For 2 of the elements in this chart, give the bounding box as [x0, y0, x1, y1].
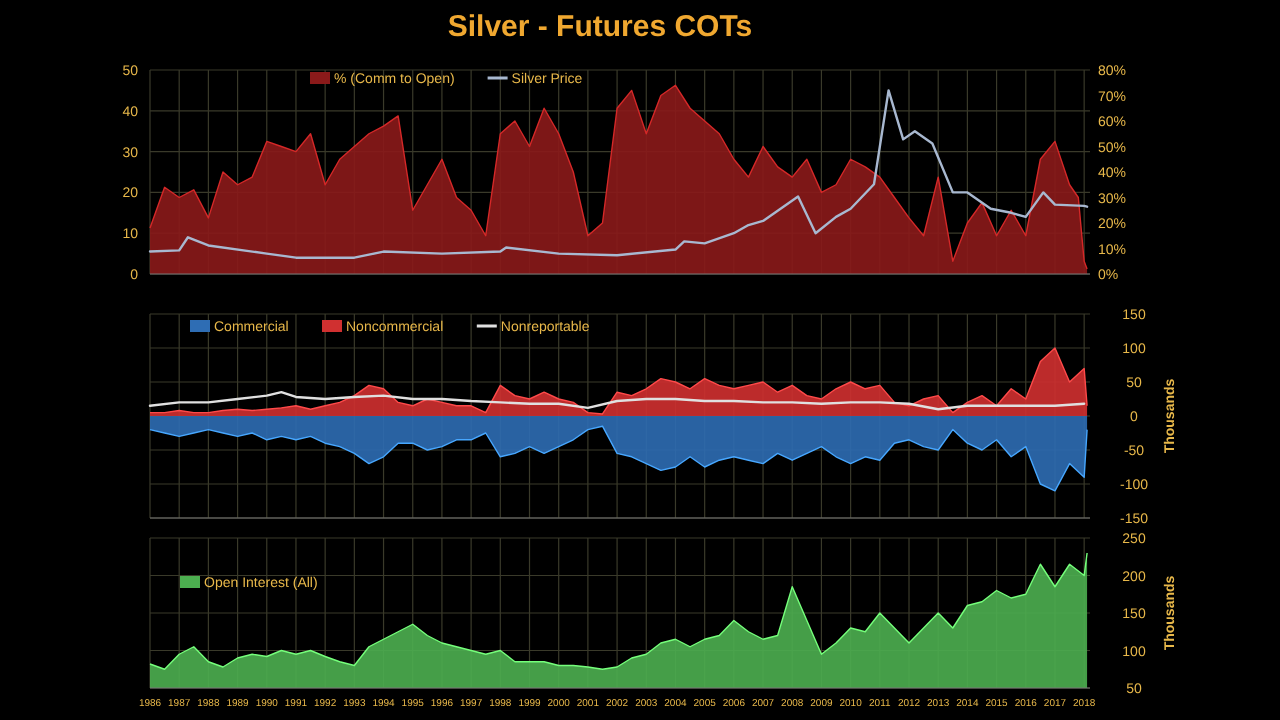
line-series	[148, 391, 1086, 411]
chart-title: Silver - Futures COTs	[447, 10, 753, 44]
